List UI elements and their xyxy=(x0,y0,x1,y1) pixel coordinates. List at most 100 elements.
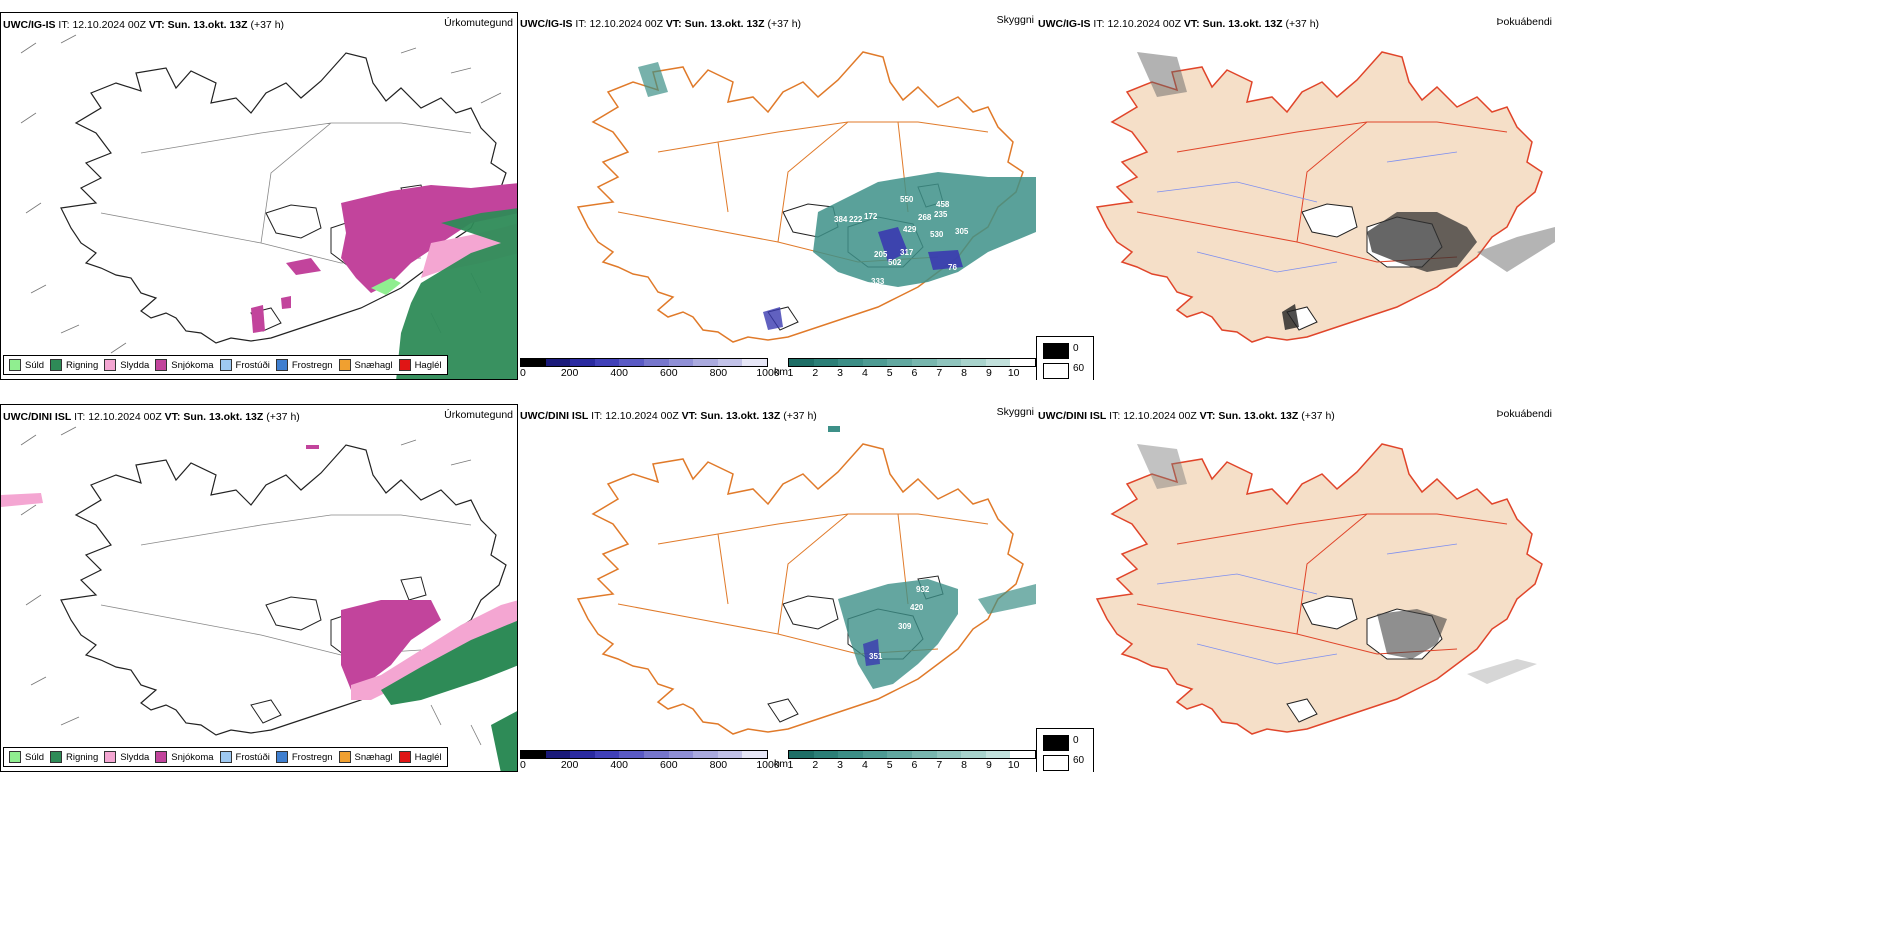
field-title: Þokuábendi xyxy=(1496,408,1552,420)
field-title: Úrkomutegund xyxy=(444,409,513,421)
colorbar-tick: 200 xyxy=(560,367,579,379)
low-visibility-area xyxy=(813,172,1036,287)
legend-swatch xyxy=(275,751,288,763)
colorbar-tick: 0 xyxy=(520,367,526,379)
legend-label: Haglél xyxy=(414,751,442,763)
legend-label: Rigning xyxy=(66,751,99,763)
legend-item: Frostregn xyxy=(275,359,333,371)
legend-label: Rigning xyxy=(66,359,99,371)
fog-legend-label: 60 xyxy=(1073,755,1085,766)
colorbar-tick: 0 xyxy=(520,759,526,771)
visibility-label: 268 xyxy=(918,213,932,222)
legend-label: Snæhagl xyxy=(354,359,393,371)
visibility-label: 172 xyxy=(864,212,878,221)
legend-item: Rigning xyxy=(50,359,98,371)
legend-swatch xyxy=(104,751,117,763)
visibility-label: 458 xyxy=(936,200,950,209)
legend-item: Snæhagl xyxy=(338,751,393,763)
field-title: Skyggni xyxy=(996,406,1034,418)
visibility-colorbar: km 1 2 3 4 5 6 7 8 9 10 xyxy=(774,358,1036,379)
legend-label: Haglél xyxy=(414,359,442,371)
colorbar-tick: 10 xyxy=(1007,367,1020,379)
fog-legend: 0 60 xyxy=(1036,728,1094,772)
visibility-colorbar: km 1 2 3 4 5 6 7 8 9 10 xyxy=(774,750,1036,771)
legend-swatch xyxy=(275,359,288,371)
legend-label: Súld xyxy=(25,751,45,763)
colorbar-tick: 800 xyxy=(709,367,728,379)
field-title: Skyggni xyxy=(996,14,1034,26)
visibility-label: 502 xyxy=(888,258,902,267)
colorbar-unit: km xyxy=(774,366,788,378)
legend-swatch xyxy=(155,751,168,763)
colorbar-tick: 600 xyxy=(660,759,678,771)
snow-area xyxy=(341,600,441,690)
legend-swatch xyxy=(9,359,21,371)
rain-area xyxy=(381,620,517,705)
low-cloudbase-area xyxy=(863,639,880,666)
legend-swatch xyxy=(219,751,232,763)
panel-visibility-row1: 550 458 384 222 172 268 235 429 530 305 205 317 502 7… xyxy=(518,12,1036,380)
colorbar-tick: 8 xyxy=(961,759,967,771)
visibility-map: 932 420 309 351 xyxy=(577,426,1036,735)
visibility-label: 420 xyxy=(910,603,924,612)
legend-swatch xyxy=(9,751,21,763)
panel-header: UWC/IG-IS IT: 12.10.2024 00Z VT: Sun. 13… xyxy=(3,19,285,31)
fog-legend-label: 0 xyxy=(1073,343,1079,354)
visibility-label: 530 xyxy=(930,230,944,239)
legend-swatch xyxy=(104,359,117,371)
colorbar-tick: 4 xyxy=(861,759,868,771)
cloudbase-colorbar: m02004006008001000 xyxy=(520,750,780,771)
fog-legend: 0 60 xyxy=(1036,336,1094,380)
colorbar-tick: 6 xyxy=(911,367,918,379)
visibility-label: 932 xyxy=(916,585,930,594)
legend-swatch xyxy=(338,751,351,763)
colorbar-tick: 3 xyxy=(837,759,843,771)
fog-area xyxy=(1367,212,1477,272)
legend-label: Frostregn xyxy=(291,359,333,371)
drizzle-area xyxy=(371,278,401,295)
legend-label: Frostregn xyxy=(291,751,333,763)
visibility-label: 76 xyxy=(948,263,957,272)
colorbar-tick: 5 xyxy=(886,759,893,771)
colorbar-tick: 7 xyxy=(936,367,943,379)
precip-map xyxy=(20,34,517,379)
panel-visibility-row2: 932 420 309 351 UWC/DINI ISL IT: 12.10.2024… xyxy=(518,404,1036,772)
colorbar-tick: 10 xyxy=(1007,759,1020,771)
visibility-label: 305 xyxy=(955,227,969,236)
fog-map xyxy=(1096,51,1555,343)
panel-header: UWC/IG-IS IT: 12.10.2024 00Z VT: Sun. 13… xyxy=(1038,18,1320,30)
rain-area xyxy=(396,208,517,379)
precip-legend: Súld Rigning Slydda Snjókoma Frostúði Frostre… xyxy=(3,355,448,375)
legend-label: Frostúði xyxy=(235,751,270,763)
legend-label: Snjókoma xyxy=(171,359,214,371)
legend-item: Súld xyxy=(9,359,44,371)
legend-item: Haglél xyxy=(398,751,442,763)
panel-header: UWC/IG-IS IT: 12.10.2024 00Z VT: Sun. 13… xyxy=(520,18,802,30)
visibility-label: 550 xyxy=(900,195,914,204)
visibility-labels: 932 420 309 351 xyxy=(869,585,930,661)
road-network xyxy=(617,121,989,263)
colorbar-tick: 9 xyxy=(985,759,992,771)
colorbar-tick: 3 xyxy=(837,367,843,379)
snow-area xyxy=(341,183,517,293)
legend-swatch xyxy=(398,751,411,763)
panel-header: UWC/DINI ISL IT: 12.10.2024 00Z VT: Sun.… xyxy=(1038,410,1335,422)
legend-item: Haglél xyxy=(398,359,442,371)
legend-swatch xyxy=(50,751,63,763)
legend-item: Frostregn xyxy=(275,751,333,763)
colorbar-tick: 200 xyxy=(560,759,579,771)
colorbar-tick: 800 xyxy=(709,759,728,771)
colorbar-tick: 1000 xyxy=(756,367,780,379)
visibility-label: 333 xyxy=(871,277,885,286)
fog-legend-swatch xyxy=(1043,343,1069,359)
colorbar-tick: 600 xyxy=(660,367,678,379)
colorbar-tick: 8 xyxy=(961,367,967,379)
colorbar-strip xyxy=(788,358,1036,367)
legend-swatch xyxy=(50,359,63,371)
visibility-label: 351 xyxy=(869,652,883,661)
panel-fog-row2: UWC/DINI ISL IT: 12.10.2024 00Z VT: Sun.… xyxy=(1036,404,1556,772)
visibility-label: 222 xyxy=(849,215,863,224)
legend-item: Frostúði xyxy=(219,359,270,371)
